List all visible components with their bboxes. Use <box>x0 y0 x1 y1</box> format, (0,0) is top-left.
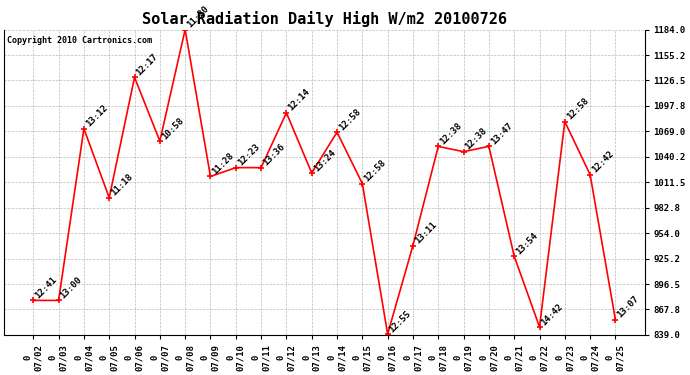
Text: 14:42: 14:42 <box>540 302 565 327</box>
Text: 12:58: 12:58 <box>362 158 388 183</box>
Text: 13:11: 13:11 <box>413 220 438 246</box>
Text: 13:24: 13:24 <box>312 148 337 173</box>
Text: 13:54: 13:54 <box>514 231 540 256</box>
Text: 12:14: 12:14 <box>286 87 312 113</box>
Text: 12:58: 12:58 <box>337 107 362 132</box>
Text: 12:55: 12:55 <box>388 309 413 334</box>
Text: 12:38: 12:38 <box>438 121 464 146</box>
Text: 10:58: 10:58 <box>160 116 185 141</box>
Text: 13:47: 13:47 <box>489 121 514 146</box>
Text: 12:17: 12:17 <box>135 52 160 77</box>
Text: 11:18: 11:18 <box>109 172 135 198</box>
Text: 12:42: 12:42 <box>590 149 615 175</box>
Text: 12:38: 12:38 <box>464 126 489 152</box>
Text: 11:28: 11:28 <box>210 151 236 177</box>
Text: 11:20: 11:20 <box>185 4 210 30</box>
Text: 13:07: 13:07 <box>615 294 641 320</box>
Text: 12:23: 12:23 <box>236 142 261 168</box>
Text: Copyright 2010 Cartronics.com: Copyright 2010 Cartronics.com <box>8 36 152 45</box>
Text: 12:58: 12:58 <box>565 96 590 122</box>
Text: 13:00: 13:00 <box>59 275 84 300</box>
Text: 13:36: 13:36 <box>261 142 286 168</box>
Text: 13:12: 13:12 <box>84 103 109 129</box>
Title: Solar Radiation Daily High W/m2 20100726: Solar Radiation Daily High W/m2 20100726 <box>142 11 507 27</box>
Text: 12:41: 12:41 <box>33 275 59 300</box>
